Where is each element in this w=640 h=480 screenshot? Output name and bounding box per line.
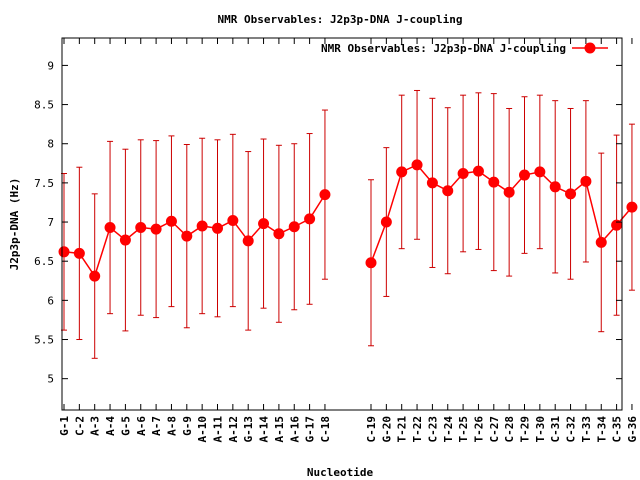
x-tick-label: C-28 [503, 416, 516, 443]
legend: NMR Observables: J2p3p-DNA J-coupling [321, 42, 608, 55]
data-point [242, 235, 254, 247]
data-point [319, 189, 331, 201]
data-point [196, 220, 208, 232]
x-tick-label: A-11 [212, 416, 225, 443]
data-point [119, 234, 131, 246]
data-point [534, 166, 546, 178]
y-axis-label: J2p3p-DNA (Hz) [8, 178, 21, 271]
data-point [580, 175, 592, 187]
x-tick-label: C-23 [426, 416, 439, 443]
data-point [104, 222, 116, 234]
x-tick-label: A-7 [150, 416, 163, 436]
data-point [426, 177, 438, 189]
data-point [304, 213, 316, 225]
data-point [626, 201, 638, 213]
x-tick-label: C-35 [611, 416, 624, 443]
x-tick-label: C-32 [565, 416, 578, 443]
data-point [472, 165, 484, 177]
data-point [442, 185, 454, 197]
data-point [365, 257, 377, 269]
data-point [165, 215, 177, 227]
data-point [58, 246, 70, 258]
data-point [150, 223, 162, 235]
x-tick-label: G-9 [181, 416, 194, 436]
y-tick-label: 7 [47, 216, 54, 229]
x-tick-label: A-16 [288, 416, 301, 443]
x-tick-label: C-18 [319, 416, 332, 443]
x-tick-label: T-34 [595, 416, 608, 443]
y-tick-label: 5.5 [34, 334, 54, 347]
data-point [135, 222, 147, 234]
x-tick-label: T-26 [472, 416, 485, 443]
data-point [457, 167, 469, 179]
data-point [73, 247, 85, 259]
x-tick-label: C-27 [488, 416, 501, 443]
x-tick-label: T-30 [534, 416, 547, 443]
y-tick-label: 5 [47, 373, 54, 386]
x-tick-label: C-19 [365, 416, 378, 443]
x-tick-label: T-24 [442, 416, 455, 443]
data-point [411, 159, 423, 171]
data-point [212, 222, 223, 234]
data-point [380, 216, 392, 228]
y-tick-label: 8.5 [34, 99, 54, 112]
plot-frame [61, 37, 623, 411]
x-tick-label: T-21 [396, 416, 409, 443]
data-point [549, 181, 561, 193]
legend-label: NMR Observables: J2p3p-DNA J-coupling [321, 42, 566, 55]
x-tick-label: G-1 [58, 416, 71, 436]
y-tick-label: 6 [47, 294, 54, 307]
legend-marker [584, 42, 596, 54]
y-tick-label: 7.5 [34, 177, 54, 190]
data-point [288, 221, 300, 233]
x-tick-label: A-6 [135, 416, 148, 436]
x-tick-label: T-29 [519, 416, 532, 443]
y-axis: 5 5.5 6 6.5 7 7.5 8 8.5 9 [34, 59, 622, 386]
x-tick-label: A-12 [227, 416, 240, 443]
x-tick-label: G-13 [242, 416, 255, 443]
x-tick-label: G-5 [119, 416, 132, 436]
data-point [565, 188, 577, 200]
x-tick-label: A-10 [196, 416, 209, 443]
chart-title: NMR Observables: J2p3p-DNA J-coupling [217, 13, 462, 26]
x-tick-label: T-25 [457, 416, 470, 443]
x-axis-label: Nucleotide [307, 466, 374, 479]
x-tick-label: T-22 [411, 416, 424, 443]
data-point [181, 230, 193, 242]
data-point [258, 218, 270, 230]
x-tick-label: A-4 [104, 416, 117, 436]
x-tick-label: G-36 [626, 416, 639, 443]
x-axis: G-1 C-2 A-3 A-4 G-5 A-6 A-7 A-8 G-9 A-10 A-11 A-12 G… [58, 38, 639, 443]
data-point [595, 236, 607, 248]
data-point [89, 270, 101, 282]
x-tick-label: T-33 [580, 416, 593, 443]
x-tick-label: G-17 [304, 416, 317, 443]
data-point [227, 214, 239, 226]
x-tick-label: A-14 [258, 416, 271, 443]
data-point [396, 166, 408, 178]
plot-area [58, 89, 638, 359]
y-tick-label: 6.5 [34, 255, 54, 268]
x-tick-label: C-31 [549, 416, 562, 443]
y-tick-label: 8 [47, 138, 54, 151]
y-tick-label: 9 [47, 59, 54, 72]
data-point [519, 169, 530, 181]
data-point [503, 186, 515, 198]
x-tick-label: A-15 [273, 416, 286, 443]
x-tick-label: G-20 [380, 416, 393, 443]
x-tick-label: A-3 [89, 416, 102, 436]
data-point [273, 228, 285, 240]
x-tick-label: C-2 [73, 416, 86, 436]
x-tick-label: A-8 [165, 416, 178, 436]
data-point [488, 176, 500, 188]
